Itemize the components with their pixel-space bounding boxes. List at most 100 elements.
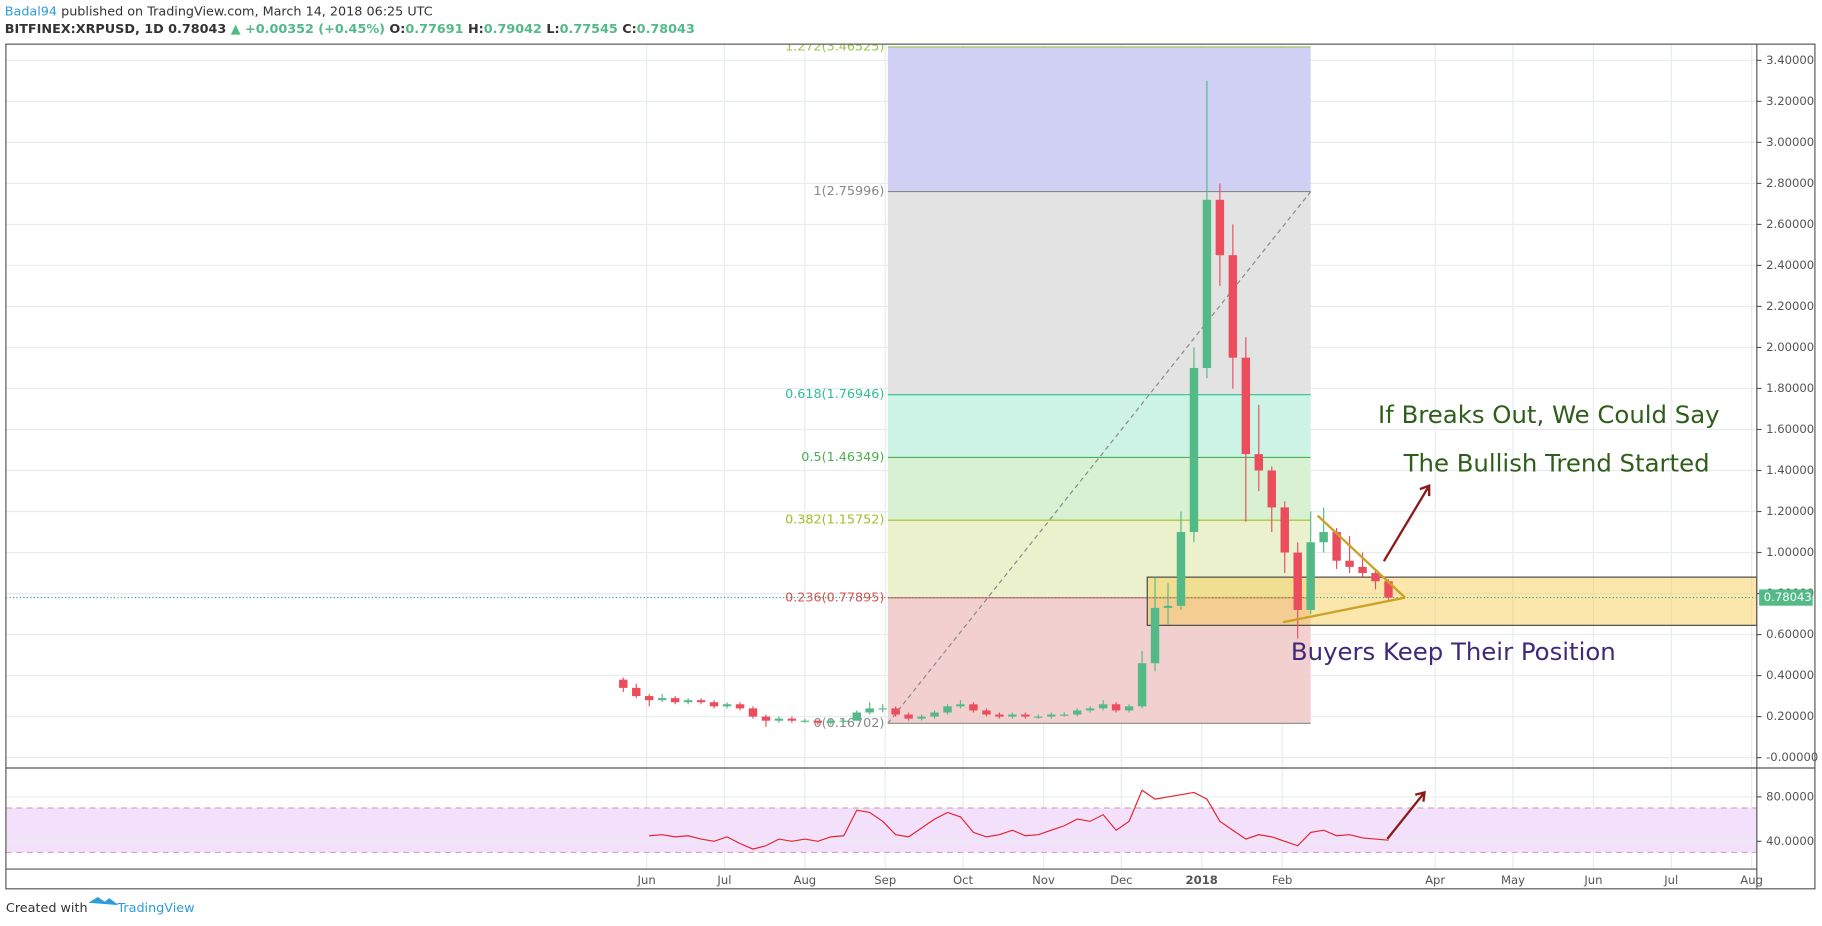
candle-body: [1008, 714, 1017, 717]
candle-body: [865, 708, 874, 713]
y-tick-label: -0.00000: [1766, 750, 1818, 764]
footer-created: Created with: [6, 901, 88, 916]
main-pane: 1.272(3.46525) 1(2.75996) 0.618(1.76946) 0.…: [5, 39, 1757, 767]
candle-body: [1280, 507, 1289, 553]
tv-logo: [88, 896, 119, 906]
triangle-line: [1316, 514, 1406, 599]
y-tick-label: 3.00000: [1766, 135, 1814, 149]
candle-body: [722, 704, 732, 707]
fib-label: 1(2.75996): [813, 184, 884, 199]
candle-body: [995, 714, 1004, 717]
arrow: [1386, 790, 1426, 840]
fib-label: 0.618(1.76946): [785, 387, 884, 402]
author[interactable]: Badal94: [5, 4, 57, 19]
fib-band: [887, 597, 1311, 724]
candle-body: [1345, 560, 1354, 567]
fib-band: [887, 457, 1311, 521]
candle-body: [1384, 581, 1393, 598]
fib-band: [887, 191, 1311, 395]
candle-body: [1332, 532, 1341, 561]
candle-body: [1254, 454, 1264, 471]
candle-body: [1319, 532, 1328, 543]
frame: [5, 43, 1816, 890]
x-tick-label: Jun: [1583, 873, 1602, 887]
header-line: Badal94 published on TradingView.com, Ma…: [5, 4, 433, 19]
candle-body: [969, 704, 978, 711]
y-tick-label: 2.60000: [1766, 217, 1814, 231]
candle-body: [1047, 714, 1056, 717]
candle-body: [1085, 708, 1095, 711]
candle-body: [696, 700, 706, 703]
h: 0.79042: [484, 22, 542, 37]
fib-label: 1.272(3.46525): [785, 39, 884, 54]
y-tick-label: 3.40000: [1766, 53, 1814, 67]
h-label: H:: [464, 22, 484, 37]
arrows: [1382, 483, 1431, 840]
o: 0.77691: [405, 22, 463, 37]
fib-label: 0.236(0.77895): [785, 590, 884, 605]
y-tick-label: 1.20000: [1766, 504, 1814, 518]
x-tick-label: May: [1501, 873, 1525, 887]
candle-body: [1189, 367, 1199, 533]
y-tick-label: 1.60000: [1766, 422, 1814, 436]
fib-band: [887, 394, 1311, 458]
y-tick-label: 2.20000: [1766, 299, 1814, 313]
x-tick-label: Jul: [716, 873, 731, 887]
candle-body: [787, 718, 797, 721]
l-label: L:: [542, 22, 560, 37]
rsi-pane: [5, 769, 1757, 870]
candle-body: [761, 716, 771, 721]
footer-brand[interactable]: TradingView: [116, 901, 194, 916]
c-label: C:: [618, 22, 637, 37]
candle-body: [619, 679, 628, 688]
arrow: [1382, 483, 1431, 562]
y-tick-label: 0.60000: [1766, 627, 1814, 641]
candle-body: [826, 720, 836, 723]
x-tick-label: Dec: [1110, 873, 1132, 887]
candle-body: [1371, 573, 1380, 582]
candle-body: [709, 702, 719, 707]
fib-label: 0.382(1.15752): [785, 513, 884, 528]
x-tick-label: Oct: [953, 873, 974, 887]
c: 0.78043: [637, 22, 695, 37]
candle-body: [657, 698, 667, 701]
candle-body: [1202, 199, 1212, 368]
candle-body: [1137, 663, 1147, 707]
annotation: If Breaks Out, We Could Say: [1378, 400, 1720, 429]
x-tick-label: Jun: [637, 873, 656, 887]
zone: [1146, 576, 1757, 626]
y-tick-label: 2.40000: [1766, 258, 1814, 272]
y-tick-label: 80.0000: [1766, 789, 1814, 803]
y-tick-label: 1.40000: [1766, 463, 1814, 477]
price-tag-label: 0.78043: [1764, 590, 1812, 604]
published: published on TradingView.com, March 14, …: [57, 4, 433, 19]
candle-body: [1150, 607, 1160, 664]
candle-body: [1176, 532, 1186, 606]
candle-body: [670, 698, 680, 703]
symbol: BITFINEX:XRPUSD, 1D: [5, 22, 164, 37]
candle-body: [813, 720, 823, 723]
candle-body: [904, 714, 913, 719]
rsi-line: [649, 789, 1389, 850]
candle-body: [1228, 255, 1238, 358]
x-tick-label: Apr: [1425, 873, 1445, 887]
candle-body: [956, 704, 965, 707]
x-tick-label: Aug: [1740, 873, 1763, 887]
fib-band: [887, 520, 1311, 598]
candle-body: [644, 696, 654, 701]
candle-body: [1073, 710, 1082, 715]
y-tick-label: 40.0000: [1766, 834, 1814, 848]
candle-body: [943, 706, 952, 713]
candle-body: [735, 704, 745, 709]
fib-band: [887, 46, 1311, 192]
change: ▲ +0.00352 (+0.45%): [226, 22, 385, 37]
y-tick-label: 0.20000: [1766, 709, 1814, 723]
y-tick-label: 2.00000: [1766, 340, 1814, 354]
x-tick-label: Nov: [1032, 873, 1055, 887]
candle-body: [930, 712, 939, 717]
triangle-line: [1282, 596, 1406, 624]
fib-label: 0(0.16702): [813, 716, 884, 731]
x-tick-label: Aug: [794, 873, 817, 887]
candle-body: [1060, 714, 1069, 716]
